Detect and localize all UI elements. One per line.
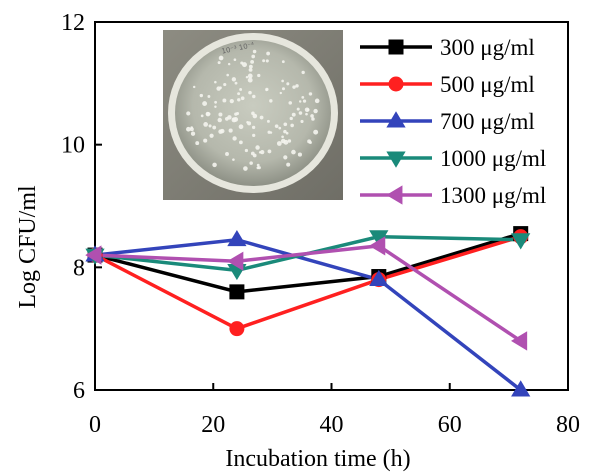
triangle-up-marker [369,269,389,287]
x-tick-label: 40 [320,412,344,438]
legend-label: 700 μg/ml [440,109,535,134]
triangle-down-marker [386,151,406,168]
axis-ticks: 0 20 40 60 80 6 8 10 12 [61,10,580,438]
agar-plate-photo: 10⁻³ 10⁻⁴ [163,30,343,200]
triangle-left-marker [510,331,528,351]
series-markers [85,226,531,397]
triangle-left-marker [386,185,403,205]
triangle-left-marker [369,236,386,256]
series-lines [94,231,522,392]
y-axis-title: Log CFU/ml [15,185,41,309]
triangle-up-marker [227,230,247,247]
circle-marker [229,321,245,337]
legend-label: 500 μg/ml [440,72,535,97]
square-marker [229,284,245,300]
x-tick-label: 0 [89,412,101,438]
triangle-left-marker [227,251,244,271]
triangle-up-marker [511,380,531,397]
legend: 300 μg/ml 500 μg/ml 700 μg/ml 1000 μg/ml 130… [360,35,546,208]
y-tick-label: 6 [73,378,85,404]
plot-area: 0 20 40 60 80 6 8 10 12 [61,10,580,438]
legend-label: 1300 μg/ml [440,183,546,208]
x-tick-label: 20 [201,412,225,438]
y-tick-label: 10 [61,133,85,159]
series-line [94,237,522,392]
x-tick-label: 80 [556,412,580,438]
triangle-down-marker [511,233,531,250]
x-tick-label: 60 [438,412,462,438]
y-tick-label: 8 [73,255,85,281]
triangle-up-marker [386,111,406,128]
series-line [94,234,522,331]
triangle-left-marker [85,245,102,265]
legend-label: 300 μg/ml [440,35,535,60]
circle-marker [388,76,404,92]
y-tick-label: 12 [61,10,85,36]
square-marker [388,39,404,55]
legend-label: 1000 μg/ml [440,146,546,171]
series-line [94,244,522,343]
x-axis-title: Incubation time (h) [225,446,410,472]
series-line [94,231,522,294]
